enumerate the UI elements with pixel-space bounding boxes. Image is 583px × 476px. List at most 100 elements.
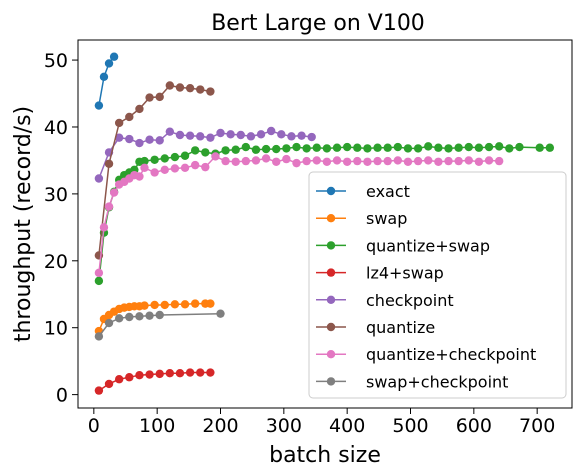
data-point <box>196 368 204 376</box>
data-point <box>313 156 321 164</box>
data-point <box>100 223 108 231</box>
data-point <box>373 144 381 152</box>
data-point <box>242 143 250 151</box>
data-point <box>105 59 113 67</box>
data-point <box>95 277 103 285</box>
legend-label: swap <box>366 209 407 228</box>
data-point <box>363 158 371 166</box>
data-point <box>221 157 229 165</box>
data-point <box>181 300 189 308</box>
legend-label: exact <box>366 182 410 201</box>
data-point <box>272 158 280 166</box>
x-tick-label: 0 <box>88 415 100 437</box>
data-point <box>465 143 473 151</box>
data-point <box>201 148 209 156</box>
data-point <box>505 144 513 152</box>
data-point <box>404 158 412 166</box>
legend-label: lz4+swap <box>366 264 444 283</box>
data-point <box>125 313 133 321</box>
data-point <box>95 174 103 182</box>
y-tick-label: 10 <box>44 318 68 340</box>
data-point <box>495 157 503 165</box>
data-point <box>115 314 123 322</box>
x-tick-label: 500 <box>392 415 428 437</box>
data-point <box>373 157 381 165</box>
data-point <box>161 154 169 162</box>
y-axis-ticks: 01020304050 <box>44 50 78 407</box>
data-point <box>546 144 554 152</box>
data-point <box>444 144 452 152</box>
data-point <box>475 144 483 152</box>
data-point <box>232 146 240 154</box>
data-point <box>404 144 412 152</box>
data-point <box>145 135 153 143</box>
data-point <box>313 144 321 152</box>
legend: exactswapquantize+swaplz4+swapcheckpoint… <box>309 172 566 398</box>
data-point <box>156 370 164 378</box>
data-point <box>161 166 169 174</box>
data-point <box>434 144 442 152</box>
legend-swatch-marker <box>327 268 335 276</box>
data-point <box>434 158 442 166</box>
data-point <box>191 299 199 307</box>
data-point <box>221 146 229 154</box>
y-axis-label: throughput (record/s) <box>11 106 36 342</box>
data-point <box>363 144 371 152</box>
data-point <box>485 156 493 164</box>
y-tick-label: 0 <box>56 385 68 407</box>
data-point <box>323 158 331 166</box>
data-point <box>262 145 270 153</box>
data-point <box>414 144 422 152</box>
data-point <box>292 159 300 167</box>
data-point <box>145 311 153 319</box>
data-point <box>166 127 174 135</box>
legend-label: quantize+checkpoint <box>366 345 536 364</box>
data-point <box>135 105 143 113</box>
data-point <box>171 164 179 172</box>
legend-swatch-marker <box>327 241 335 249</box>
data-point <box>277 130 285 138</box>
data-point <box>353 144 361 152</box>
data-point <box>206 299 214 307</box>
data-point <box>257 130 265 138</box>
data-point <box>196 85 204 93</box>
legend-label: swap+checkpoint <box>366 372 508 391</box>
data-point <box>206 133 214 141</box>
data-point <box>414 157 422 165</box>
data-point <box>156 311 164 319</box>
data-point <box>196 132 204 140</box>
data-point <box>125 135 133 143</box>
data-point <box>444 157 452 165</box>
data-point <box>272 145 280 153</box>
data-point <box>384 157 392 165</box>
data-point <box>308 133 316 141</box>
data-point <box>333 144 341 152</box>
legend-label: quantize+swap <box>366 236 490 255</box>
data-point <box>226 130 234 138</box>
series-lz4-swap <box>95 368 215 394</box>
data-point <box>125 373 133 381</box>
chart-title: Bert Large on V100 <box>211 11 425 36</box>
data-point <box>292 143 300 151</box>
data-point <box>171 153 179 161</box>
data-point <box>135 139 143 147</box>
data-point <box>95 269 103 277</box>
data-point <box>156 136 164 144</box>
data-point <box>232 158 240 166</box>
data-point <box>176 83 184 91</box>
data-point <box>95 101 103 109</box>
data-point <box>536 144 544 152</box>
x-axis-label: batch size <box>269 443 381 468</box>
data-point <box>297 131 305 139</box>
data-point <box>140 301 148 309</box>
legend-swatch-marker <box>327 214 335 222</box>
data-point <box>353 157 361 165</box>
data-point <box>140 164 148 172</box>
x-tick-label: 200 <box>202 415 238 437</box>
data-point <box>95 386 103 394</box>
data-point <box>424 156 432 164</box>
x-tick-label: 400 <box>329 415 365 437</box>
data-point <box>100 73 108 81</box>
data-point <box>110 53 118 61</box>
data-point <box>176 369 184 377</box>
